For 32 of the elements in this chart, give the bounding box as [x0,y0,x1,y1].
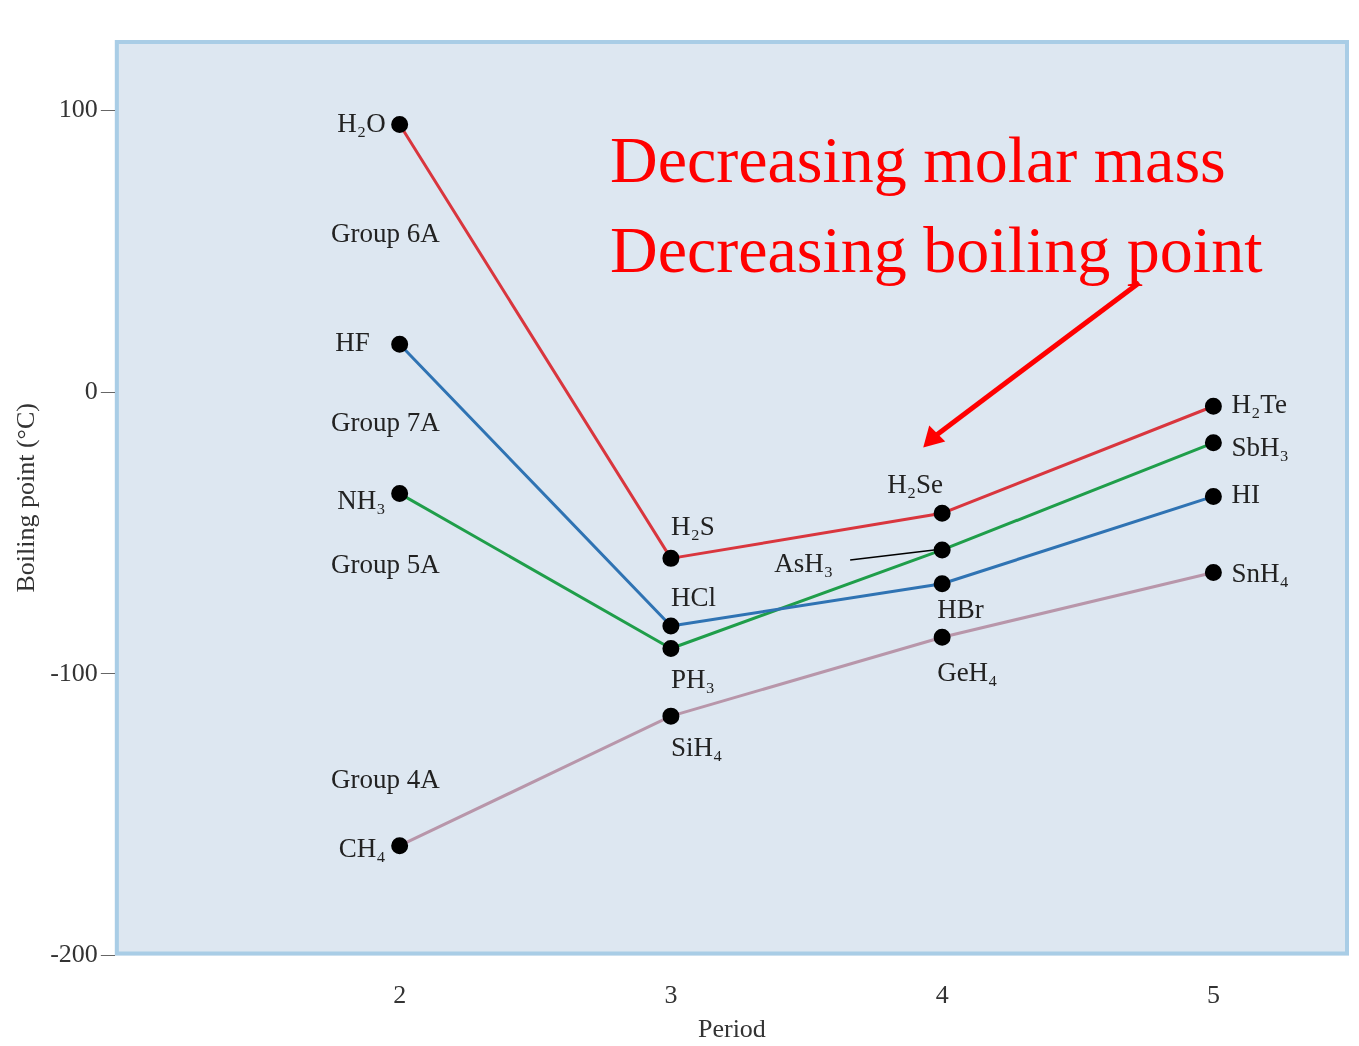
annotation: H₂Te [1231,389,1287,420]
annotation: GeH₄ [937,657,998,688]
annotation: HBr [937,593,984,624]
annotation: AsH₃ [774,548,834,579]
x-tick-label: 5 [1206,980,1220,1010]
series-label: Group 5A [330,548,441,579]
annotation: HCl [670,582,716,613]
annotation: SiH₄ [670,732,723,763]
x-tick-label: 4 [935,980,949,1010]
x-tick-label: 3 [664,980,678,1010]
y-tick-label: 100 [58,94,98,124]
x-tick-label: 2 [393,980,407,1010]
y-axis-title: Boiling point (°C) [11,403,41,593]
annotation: SnH₄ [1231,557,1289,588]
y-tick-label: 0 [84,375,98,405]
annotation: HI [1231,479,1260,510]
annotation: NH₃ [337,484,386,515]
y-tick-label: -200 [50,939,98,969]
y-tick-label: -100 [50,657,98,687]
series-label: Group 7A [330,407,441,438]
annotation: H₂O [337,107,386,138]
annotation: Decreasing molar mass [610,123,1226,196]
series-label: Group 6A [330,217,441,248]
annotation: SbH₃ [1231,431,1289,462]
annotation: HF [335,327,370,358]
annotation: Decreasing boiling point [610,213,1263,286]
x-axis-title: Period [697,1014,766,1044]
annotation: CH₄ [338,832,386,863]
annotation: PH₃ [670,663,715,694]
series-label: Group 4A [330,763,441,794]
annotation: H₂Se [887,469,944,500]
annotation: H₂S [670,511,715,542]
